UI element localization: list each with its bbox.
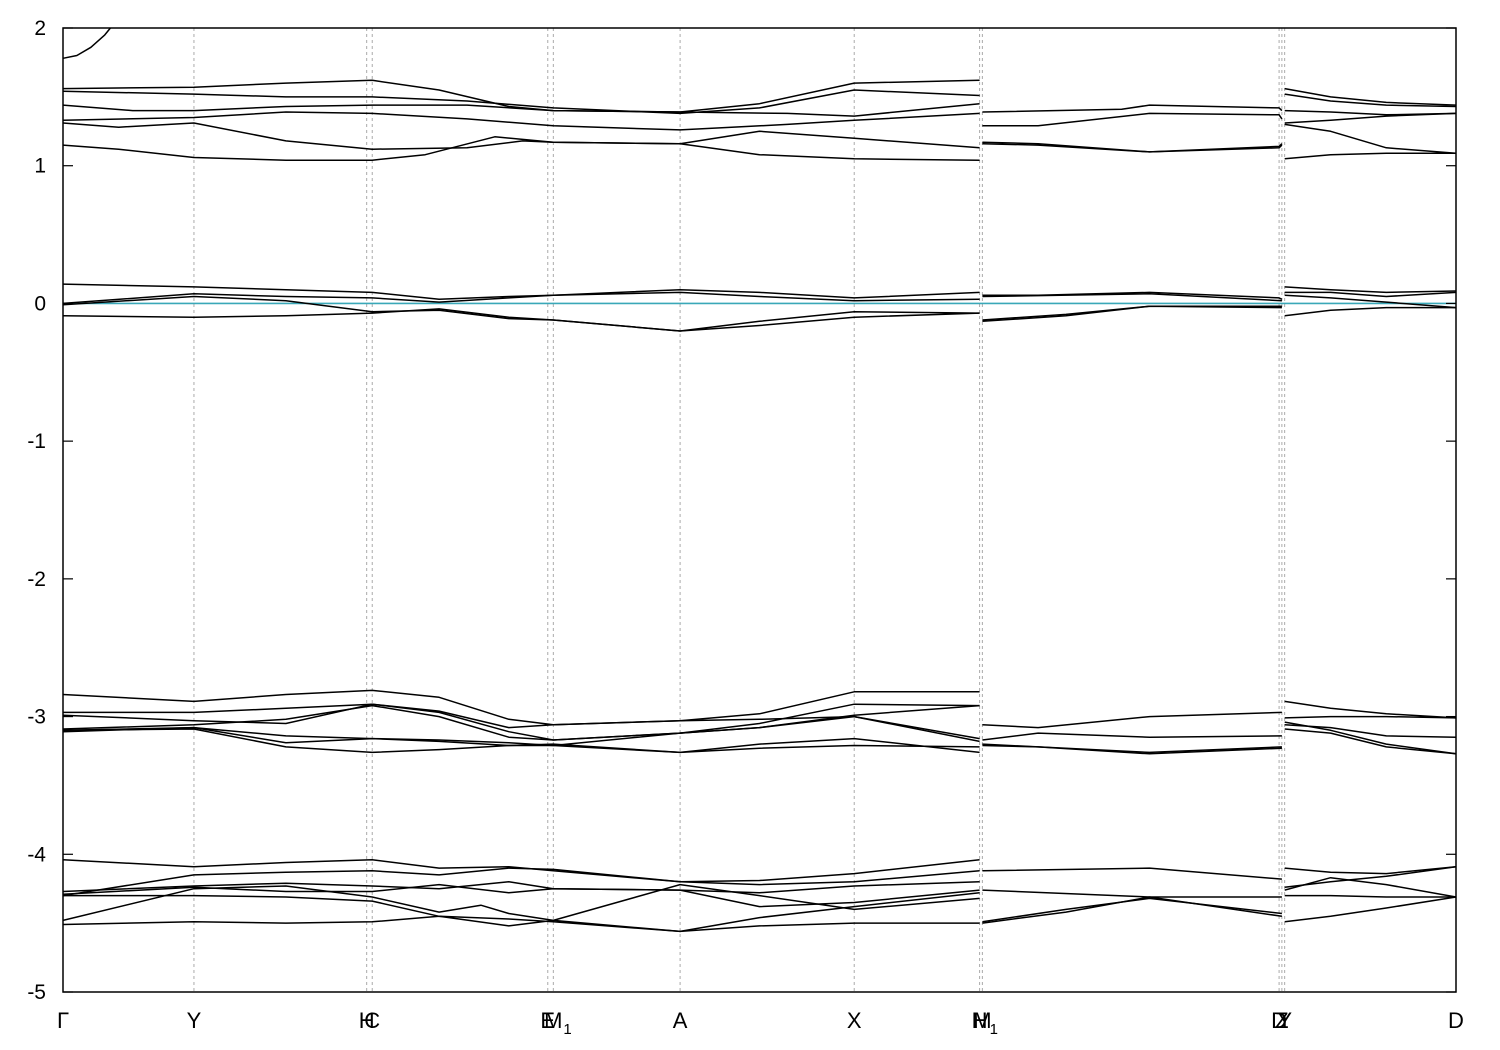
band-line xyxy=(982,104,1283,113)
kpoint-label: M xyxy=(544,1008,562,1033)
band-line xyxy=(1284,865,1457,875)
kpoint-label: Y xyxy=(187,1008,202,1033)
kpoint-label: A xyxy=(673,1008,688,1033)
band-line xyxy=(62,308,980,332)
y-tick-label: -3 xyxy=(27,706,46,729)
band-line xyxy=(62,915,980,933)
y-tick-label: -4 xyxy=(27,843,46,866)
y-tick-label: 0 xyxy=(34,292,46,315)
band-line xyxy=(62,867,980,897)
plot-frame xyxy=(62,27,1457,993)
band-line xyxy=(982,743,1282,754)
band-line xyxy=(1284,87,1457,106)
band-line xyxy=(62,726,980,754)
band-line xyxy=(1284,112,1457,124)
band-line xyxy=(62,295,980,332)
band-line xyxy=(62,689,980,726)
band-line xyxy=(62,89,980,115)
band-line xyxy=(1284,700,1457,719)
kpoint-grid xyxy=(193,28,1286,992)
band-line xyxy=(62,291,980,305)
band-line xyxy=(982,732,1282,741)
band-line xyxy=(982,293,1282,302)
plot-border xyxy=(62,27,1457,993)
kpoint-label: H xyxy=(972,1008,988,1033)
kpoint-label-subscript: 1 xyxy=(990,1021,998,1038)
band-line xyxy=(982,867,1282,880)
kpoint-label-subscript: 1 xyxy=(563,1021,571,1038)
band-line xyxy=(1284,93,1457,108)
band-lines xyxy=(62,27,1457,933)
band-line xyxy=(62,859,980,883)
y-axis-ticks: -5 -4 -3 -2 -1 0 1 2 xyxy=(27,17,1456,1004)
band-line xyxy=(62,883,980,908)
y-tick-label: 1 xyxy=(34,155,46,178)
kpoint-label: H xyxy=(359,1008,375,1033)
band-line xyxy=(62,136,980,161)
band-line xyxy=(1284,728,1457,755)
band-line xyxy=(62,283,980,301)
band-line xyxy=(982,305,1282,323)
band-line xyxy=(62,111,980,131)
band-line xyxy=(62,102,980,117)
band-line xyxy=(1284,876,1457,898)
kpoint-label: Z xyxy=(1275,1008,1288,1033)
band-line xyxy=(62,883,980,922)
y-tick-label: -2 xyxy=(27,568,46,591)
kpoint-label: D xyxy=(1448,1008,1464,1033)
kpoint-label: C xyxy=(364,1008,380,1033)
kpoint-label: D xyxy=(1271,1008,1287,1033)
band-line xyxy=(62,79,980,113)
band-line xyxy=(62,881,980,894)
band-line xyxy=(63,892,980,933)
kpoint-label: Γ xyxy=(57,1008,69,1033)
band-line xyxy=(982,711,1282,729)
kpoint-label: E xyxy=(540,1008,555,1033)
band-line xyxy=(1284,152,1456,160)
kpoint-label: X xyxy=(847,1008,862,1033)
band-line xyxy=(62,703,980,740)
band-line xyxy=(1284,123,1457,155)
band-line xyxy=(62,27,111,60)
band-line xyxy=(63,703,980,741)
band-line xyxy=(982,142,1283,153)
band-line xyxy=(1284,286,1457,294)
y-tick-label: -5 xyxy=(27,981,46,1004)
band-line xyxy=(62,715,980,747)
y-tick-label: -1 xyxy=(27,430,46,453)
band-line xyxy=(1284,894,1456,898)
band-line xyxy=(1284,715,1457,719)
band-line xyxy=(1284,896,1457,923)
band-line xyxy=(1284,291,1457,298)
band-line xyxy=(982,112,1283,127)
band-line xyxy=(62,122,980,150)
kpoint-label: Y xyxy=(1277,1008,1292,1033)
band-line xyxy=(1284,306,1456,317)
kpoint-label: M xyxy=(973,1008,991,1033)
y-tick-label: 2 xyxy=(34,17,46,40)
band-line xyxy=(1284,294,1457,309)
band-line xyxy=(982,897,1282,923)
band-line xyxy=(1284,724,1457,738)
x-axis-labels: Γ Y HC EM 1 A X H 1M DZY D xyxy=(57,1008,1464,1038)
